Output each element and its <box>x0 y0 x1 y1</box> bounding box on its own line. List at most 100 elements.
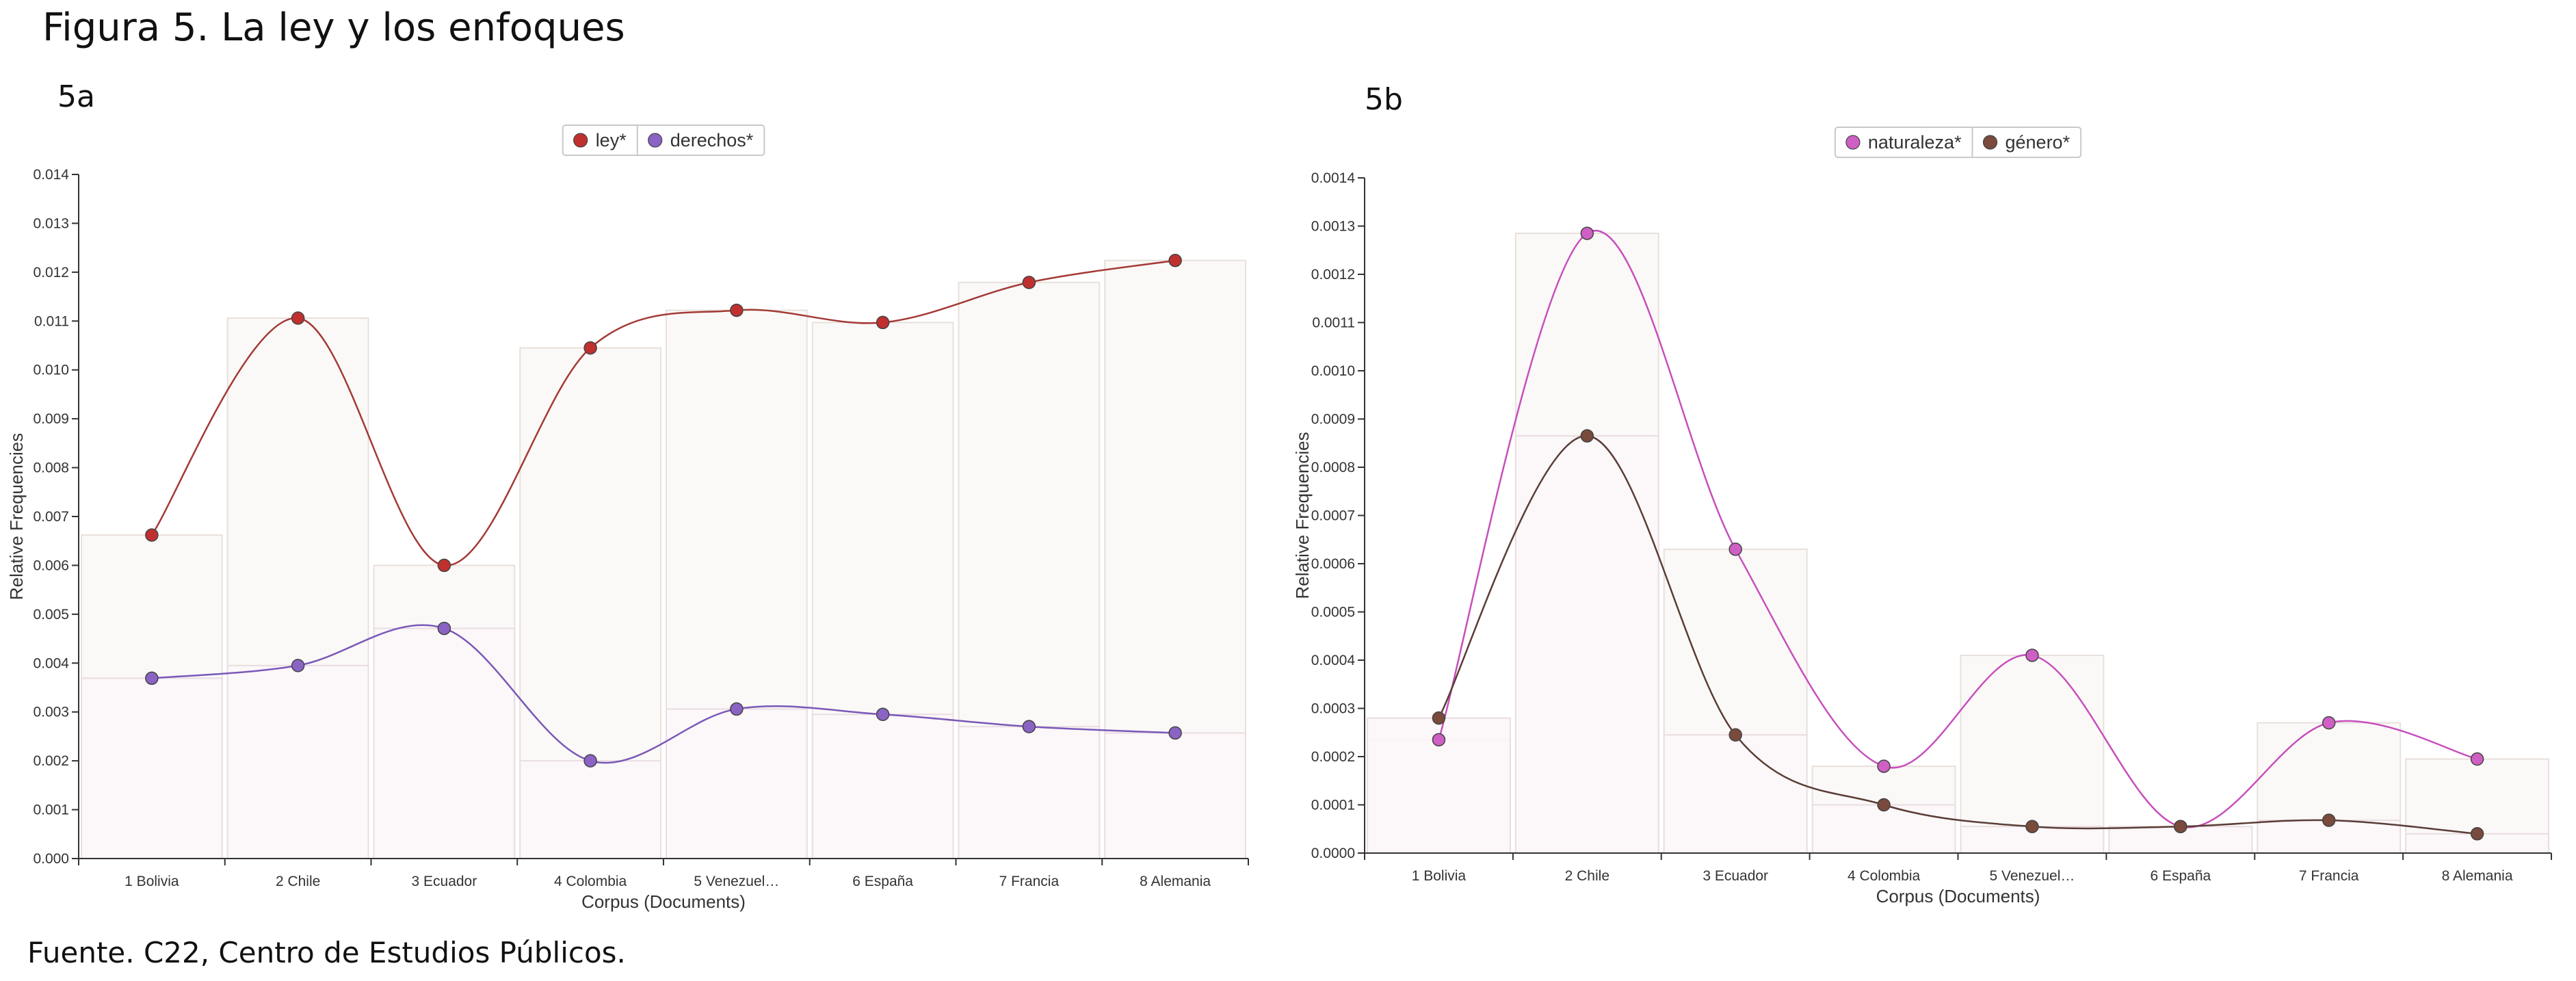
y-tick-label: 0.014 <box>33 167 69 183</box>
y-tick-label: 0.009 <box>33 411 69 427</box>
point-derechos-6-espa-a <box>876 707 890 722</box>
y-tick-label: 0.002 <box>33 753 69 769</box>
legend-label-derechos: derechos* <box>670 130 754 151</box>
bar-g-nero-3-ecuador <box>1663 734 1808 854</box>
y-tick-label: 0.0001 <box>1311 798 1355 813</box>
legend-box <box>1834 127 2082 158</box>
point-g-nero-5-venezuel <box>2025 820 2039 833</box>
x-axis: 1 Bolivia 2 Chile 3 Ecuador 4 Colombia 5 Ven… <box>78 858 1249 912</box>
legend-box <box>562 125 765 156</box>
x-tick-label: 8 Alemania <box>2442 868 2513 884</box>
x-tick-label: 7 Francia <box>2299 868 2359 884</box>
x-tick-label: 4 Colombia <box>554 874 627 889</box>
y-tick-label: 0.011 <box>34 313 69 329</box>
series-line-derechos <box>151 624 1176 764</box>
point-ley-2-chile <box>291 311 305 325</box>
y-tick-label: 0.005 <box>33 607 69 623</box>
y-tick-label: 0.0008 <box>1311 460 1355 475</box>
point-naturaleza-4-colombia <box>1877 759 1891 773</box>
series-ley <box>145 253 1182 573</box>
x-tick-label: 5 Venezuel… <box>1989 868 2075 884</box>
y-tick-label: 0.013 <box>33 215 69 231</box>
point-g-nero-1-bolivia <box>1432 711 1446 725</box>
y-tick-label: 0.0005 <box>1311 605 1355 620</box>
y-axis-title: Relative Frequencies <box>1292 432 1313 599</box>
y-tick-label: 0.0006 <box>1311 556 1355 572</box>
bar-derechos-5-venezuel <box>666 708 808 860</box>
x-tick-label: 6 España <box>2150 868 2211 884</box>
point-ley-8-alemania <box>1168 253 1182 267</box>
point-g-nero-2-chile <box>1580 429 1594 443</box>
series-derechos <box>145 621 1182 768</box>
y-tick-label: 0.012 <box>33 265 69 280</box>
point-naturaleza-2-chile <box>1580 226 1594 240</box>
bar-derechos-7-francia <box>958 726 1101 860</box>
point-ley-5-venezuel <box>730 303 744 317</box>
y-tick-label: 0.0000 <box>1311 846 1355 861</box>
legend-marker-g-nero <box>1982 135 1998 150</box>
y-tick-label: 0.0007 <box>1311 508 1355 524</box>
x-tick-label: 1 Bolivia <box>1412 868 1467 884</box>
legend: naturaleza* género* <box>1834 127 2082 158</box>
point-derechos-8-alemania <box>1168 726 1182 740</box>
bar-derechos-6-espa-a <box>811 714 954 859</box>
bars-underlay <box>1367 233 2549 854</box>
x-tick-label: 1 Bolivia <box>124 874 179 889</box>
legend-marker-derechos <box>648 133 663 148</box>
x-tick-label: 4 Colombia <box>1848 868 1921 884</box>
point-naturaleza-8-alemania <box>2470 752 2484 766</box>
legend-label-ley: ley* <box>596 130 627 151</box>
x-tick-label: 3 Ecuador <box>412 874 477 889</box>
y-tick-label: 0.0014 <box>1311 170 1356 186</box>
point-naturaleza-3-ecuador <box>1729 542 1742 556</box>
bar-g-nero-4-colombia <box>1811 804 1956 854</box>
legend: ley* derechos* <box>562 125 765 156</box>
point-naturaleza-1-bolivia <box>1432 733 1446 747</box>
figure-title: Figura 5. La ley y los enfoques <box>42 5 625 50</box>
y-tick-label: 0.003 <box>33 705 69 720</box>
y-tick-label: 0.000 <box>33 851 69 867</box>
y-tick-label: 0.0011 <box>1312 315 1355 331</box>
point-g-nero-7-francia <box>2322 813 2336 827</box>
y-tick-label: 0.0002 <box>1311 749 1355 765</box>
point-g-nero-3-ecuador <box>1729 728 1742 742</box>
bar-g-nero-2-chile <box>1514 435 1659 854</box>
x-tick-label: 6 España <box>852 874 913 889</box>
point-ley-7-francia <box>1022 276 1036 289</box>
y-tick-label: 0.006 <box>33 558 69 573</box>
point-ley-6-espa-a <box>876 315 890 330</box>
y-axis: 0.000 0.001 0.002 0.003 0.004 0.005 0.006 0.007… <box>6 167 79 867</box>
figure-source: Fuente. C22, Centro de Estudios Públicos… <box>27 936 626 969</box>
point-derechos-7-francia <box>1022 720 1036 733</box>
legend-marker-ley <box>573 133 588 148</box>
x-axis-title: Corpus (Documents) <box>581 891 746 912</box>
series-g-nero <box>1432 429 2484 841</box>
point-g-nero-8-alemania <box>2470 827 2484 841</box>
point-naturaleza-5-venezuel <box>2025 649 2039 662</box>
y-tick-label: 0.0009 <box>1311 412 1355 428</box>
point-g-nero-6-espa-a <box>2174 820 2187 833</box>
point-derechos-2-chile <box>291 659 305 672</box>
x-tick-label: 2 Chile <box>1565 868 1609 884</box>
bar-derechos-8-alemania <box>1104 732 1246 860</box>
x-tick-label: 7 Francia <box>999 874 1060 889</box>
y-tick-label: 0.001 <box>33 802 69 818</box>
point-ley-4-colombia <box>583 341 597 355</box>
x-tick-label: 3 Ecuador <box>1703 868 1768 884</box>
y-tick-label: 0.0003 <box>1311 701 1355 717</box>
x-tick-label: 5 Venezuel… <box>694 874 779 889</box>
panel-label-5a: 5a <box>57 79 95 114</box>
bar-g-nero-7-francia <box>2257 820 2402 854</box>
y-tick-label: 0.0010 <box>1311 363 1355 379</box>
y-tick-label: 0.010 <box>33 363 69 378</box>
bar-derechos-1-bolivia <box>81 677 223 860</box>
legend-label-naturaleza: naturaleza* <box>1868 132 1962 153</box>
panel-label-5b: 5b <box>1365 82 1403 117</box>
point-derechos-3-ecuador <box>437 621 451 636</box>
bar-g-nero-6-espa-a <box>2108 826 2253 854</box>
bar-derechos-3-ecuador <box>373 627 516 859</box>
x-tick-label: 2 Chile <box>276 874 320 889</box>
legend-label-g-nero: género* <box>2006 132 2071 153</box>
y-tick-label: 0.008 <box>33 460 69 476</box>
point-derechos-4-colombia <box>583 754 597 768</box>
